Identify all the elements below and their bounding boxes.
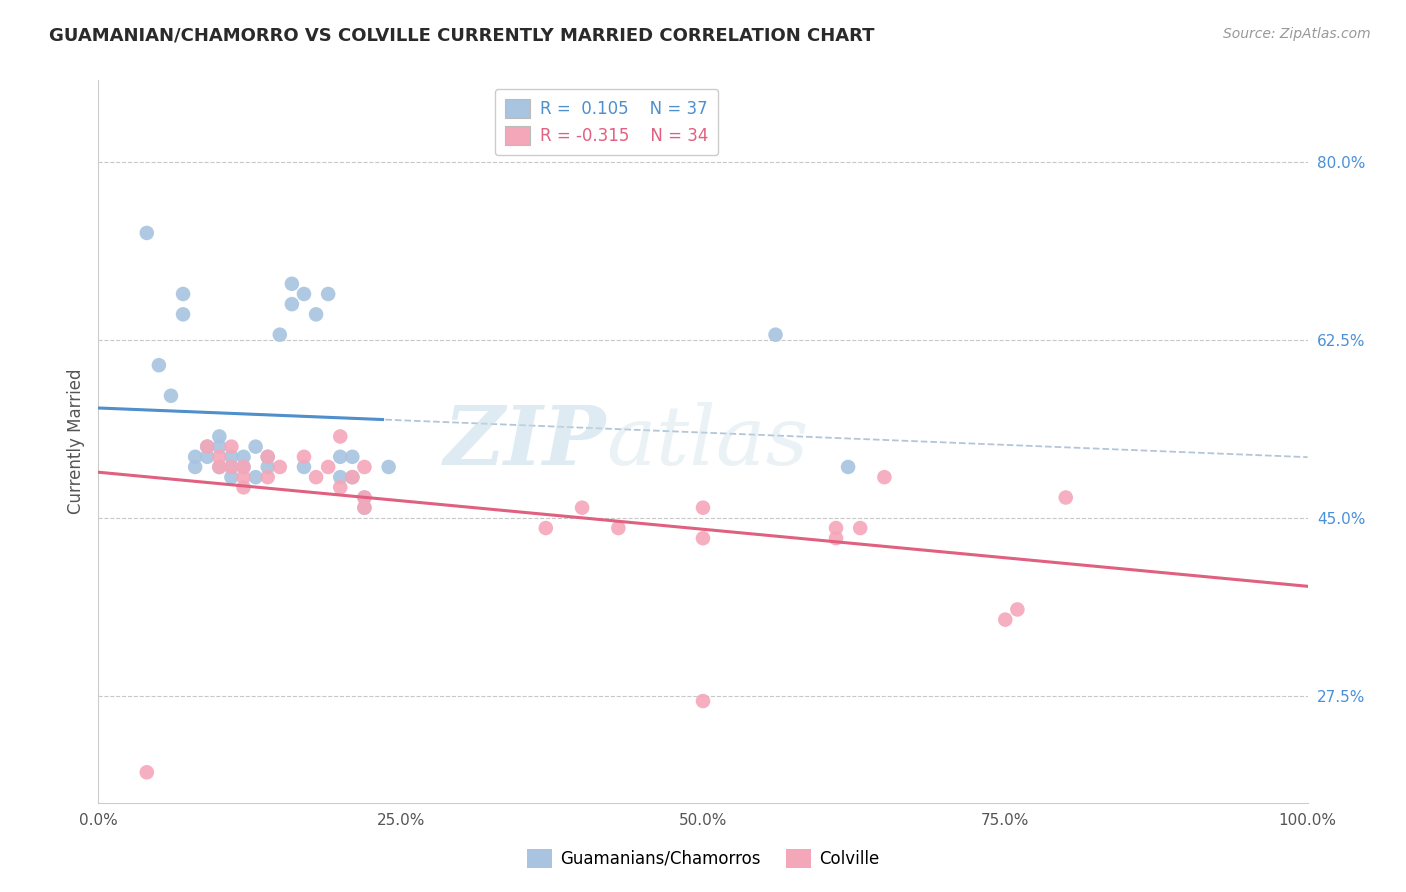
Point [305, 307, 328, 321]
Point [256, 460, 278, 475]
Point [208, 450, 231, 464]
Point [377, 460, 399, 475]
Point [256, 450, 278, 464]
Point [292, 460, 315, 475]
Text: ZIP: ZIP [444, 401, 606, 482]
Point [342, 470, 364, 484]
Point [160, 389, 183, 403]
Point [232, 460, 254, 475]
Point [329, 429, 352, 443]
Point [329, 450, 352, 464]
Point [1054, 491, 1077, 505]
Point [269, 327, 291, 342]
Point [1007, 602, 1029, 616]
Text: Source: ZipAtlas.com: Source: ZipAtlas.com [1223, 27, 1371, 41]
Point [195, 450, 218, 464]
Point [221, 460, 243, 475]
Point [825, 531, 848, 545]
Point [232, 450, 254, 464]
Point [353, 460, 375, 475]
Text: GUAMANIAN/CHAMORRO VS COLVILLE CURRENTLY MARRIED CORRELATION CHART: GUAMANIAN/CHAMORRO VS COLVILLE CURRENTLY… [49, 27, 875, 45]
Point [316, 460, 339, 475]
Point [692, 531, 714, 545]
Point [765, 327, 787, 342]
Point [281, 297, 304, 311]
Point [353, 491, 375, 505]
Point [208, 460, 231, 475]
Point [221, 440, 243, 454]
Point [232, 460, 254, 475]
Point [221, 470, 243, 484]
Point [292, 450, 315, 464]
Point [873, 470, 896, 484]
Point [208, 440, 231, 454]
Point [195, 440, 218, 454]
Point [232, 470, 254, 484]
Legend: Guamanians/Chamorros, Colville: Guamanians/Chamorros, Colville [520, 842, 886, 875]
Point [135, 226, 157, 240]
Point [135, 765, 157, 780]
Point [329, 480, 352, 494]
Point [316, 287, 339, 301]
Point [184, 460, 207, 475]
Point [256, 450, 278, 464]
Point [245, 470, 267, 484]
Point [534, 521, 557, 535]
Point [342, 470, 364, 484]
Text: atlas: atlas [606, 401, 808, 482]
Point [184, 450, 207, 464]
Point [256, 470, 278, 484]
Point [172, 287, 194, 301]
Point [148, 358, 170, 372]
Point [353, 491, 375, 505]
Point [692, 500, 714, 515]
Point [692, 694, 714, 708]
Point [269, 460, 291, 475]
Point [292, 287, 315, 301]
Point [837, 460, 859, 475]
Point [849, 521, 872, 535]
Point [305, 470, 328, 484]
Point [172, 307, 194, 321]
Point [353, 500, 375, 515]
Point [825, 521, 848, 535]
Point [281, 277, 304, 291]
Point [607, 521, 630, 535]
Point [232, 480, 254, 494]
Point [329, 470, 352, 484]
Y-axis label: Currently Married: Currently Married [66, 368, 84, 515]
Point [245, 440, 267, 454]
Point [195, 440, 218, 454]
Legend: R =  0.105    N = 37, R = -0.315    N = 34: R = 0.105 N = 37, R = -0.315 N = 34 [495, 88, 718, 155]
Point [208, 460, 231, 475]
Point [221, 450, 243, 464]
Point [571, 500, 593, 515]
Point [353, 500, 375, 515]
Point [994, 613, 1017, 627]
Point [208, 429, 231, 443]
Point [342, 450, 364, 464]
Point [221, 460, 243, 475]
